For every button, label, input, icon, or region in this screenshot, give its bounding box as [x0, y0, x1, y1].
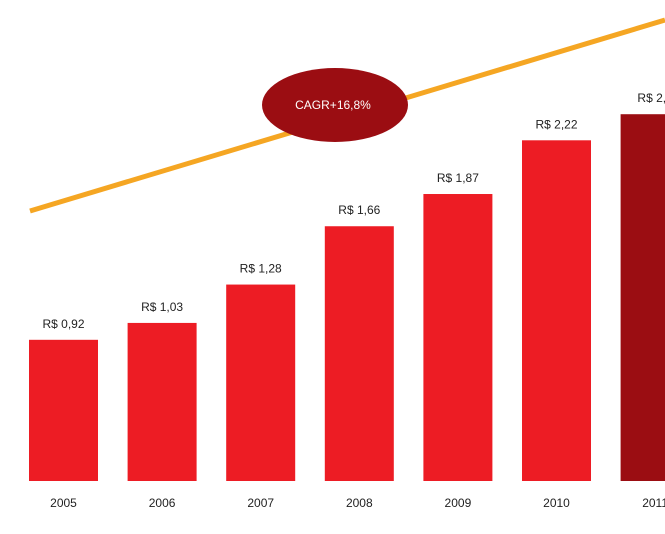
- bar-2007: [226, 284, 296, 481]
- cagr-label: CAGR+16,8%: [295, 98, 371, 112]
- cagr-ellipse: [262, 68, 408, 142]
- bar-2009: [423, 194, 493, 481]
- value-label-2010: R$ 2,22: [535, 117, 577, 131]
- value-label-2007: R$ 1,28: [240, 262, 282, 276]
- bar-2008: [324, 226, 394, 481]
- category-label-2007: 2007: [247, 496, 274, 510]
- cagr-badge: CAGR+16,8%: [262, 68, 408, 142]
- category-label-2009: 2009: [445, 496, 472, 510]
- bar-2006: [127, 322, 197, 481]
- value-label-2006: R$ 1,03: [141, 300, 183, 314]
- bar-2010: [522, 140, 591, 481]
- category-label-2010: 2010: [543, 496, 570, 510]
- category-label-2006: 2006: [149, 496, 176, 510]
- category-label-2005: 2005: [50, 496, 77, 510]
- value-label-2009: R$ 1,87: [437, 171, 479, 185]
- category-label-2011: 2011: [642, 496, 665, 510]
- bar-2011: [620, 114, 665, 481]
- value-labels-group: R$ 0,92 R$ 1,03 R$ 1,28 R$ 1,66 R$ 1,87 R$ 2,…: [42, 91, 665, 331]
- value-label-2005: R$ 0,92: [42, 317, 84, 331]
- value-label-2011: R$ 2,3: [637, 91, 665, 105]
- value-label-2008: R$ 1,66: [338, 203, 380, 217]
- category-labels-group: 2005 2006 2007 2008 2009 2010 2011: [50, 496, 665, 510]
- bars-group: [29, 114, 665, 481]
- bar-2005: [29, 339, 98, 481]
- category-label-2008: 2008: [346, 496, 373, 510]
